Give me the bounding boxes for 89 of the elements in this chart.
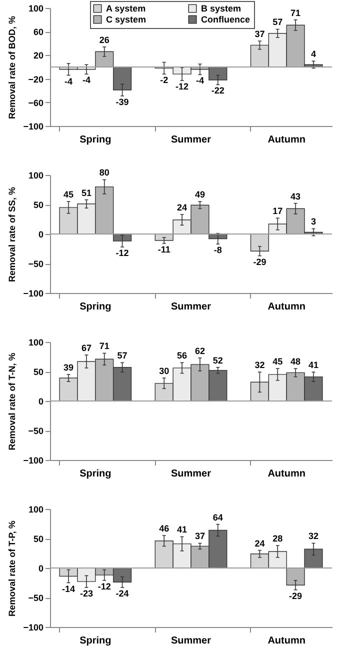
data-label: 28: [272, 534, 283, 544]
data-label: -14: [62, 584, 76, 594]
x-tick-label: Autumn: [268, 468, 306, 480]
y-tick-label: 100: [28, 504, 44, 514]
x-tick-label: Spring: [80, 134, 112, 146]
x-tick-label: Spring: [80, 636, 112, 646]
y-tick-label: 100: [28, 170, 44, 180]
y-tick-label: −100: [23, 288, 44, 298]
data-label: 37: [254, 29, 265, 40]
data-label: 57: [272, 17, 283, 28]
data-label: 46: [159, 524, 170, 534]
data-label: 49: [194, 190, 205, 200]
data-label: 32: [254, 360, 265, 370]
x-tick-label: Spring: [80, 468, 112, 480]
data-label: 64: [212, 512, 223, 522]
data-label: -11: [158, 244, 170, 254]
data-label: 4: [310, 49, 316, 60]
data-label: 80: [99, 168, 110, 178]
data-label: 45: [272, 356, 283, 367]
x-tick-label: Summer: [170, 134, 212, 146]
y-tick-label: −100: [23, 456, 44, 466]
data-label: -8: [214, 245, 222, 256]
legend-label: C system: [106, 14, 146, 24]
x-tick-label: Autumn: [268, 636, 306, 646]
data-label: 71: [290, 8, 301, 18]
y-axis-title: Removal rate of T-N, %: [7, 352, 18, 450]
y-axis-title: Removal rate of T-P, %: [7, 520, 18, 616]
y-tick-label: 100: [28, 4, 44, 14]
x-tick-label: Autumn: [268, 302, 306, 312]
data-label: 51: [81, 188, 92, 198]
y-tick-label: 50: [33, 367, 44, 377]
data-label: -24: [116, 588, 129, 598]
y-tick-label: −50: [28, 593, 44, 603]
legend-label: B system: [201, 4, 242, 14]
data-label: -12: [98, 581, 111, 592]
y-tick-label: 0: [38, 230, 44, 240]
data-label: 67: [81, 342, 92, 353]
data-label: -29: [289, 590, 302, 601]
data-label: -23: [80, 588, 93, 598]
data-label: 52: [212, 355, 223, 366]
data-label: 26: [99, 34, 110, 45]
data-label: 32: [308, 531, 318, 542]
y-axis-title: Removal rate of BOD, %: [7, 16, 18, 120]
data-label: 71: [99, 341, 110, 352]
y-tick-label: 60: [33, 27, 44, 38]
x-tick-label: Summer: [170, 302, 212, 312]
legend-label: Confluence: [201, 14, 250, 24]
y-tick-label: −100: [23, 622, 44, 632]
x-tick-label: Summer: [170, 636, 212, 646]
data-label: -22: [211, 86, 224, 96]
data-label: -29: [253, 256, 266, 267]
data-label: 43: [290, 191, 301, 202]
data-label: 24: [177, 202, 188, 213]
x-tick-label: Spring: [80, 302, 112, 312]
y-tick-label: −100: [23, 122, 44, 132]
data-label: -39: [116, 96, 129, 107]
y-tick-label: −50: [28, 259, 44, 269]
data-label: 48: [290, 356, 301, 367]
data-label: -4: [82, 75, 90, 86]
data-label: 3: [310, 216, 316, 227]
y-tick-label: −60: [28, 98, 44, 108]
x-tick-label: Autumn: [268, 134, 306, 146]
y-tick-label: 50: [33, 200, 44, 210]
data-label: -2: [160, 75, 168, 86]
x-tick-label: Summer: [170, 468, 212, 480]
y-tick-label: 20: [33, 50, 44, 61]
data-label: -4: [196, 76, 204, 86]
y-tick-label: 50: [33, 534, 44, 544]
data-label: 56: [177, 350, 188, 361]
y-tick-label: −50: [28, 426, 44, 436]
data-label: 41: [308, 360, 318, 370]
data-label: -4: [64, 76, 73, 86]
y-tick-label: 100: [28, 338, 44, 348]
y-axis-title: Removal rate of SS, %: [7, 186, 18, 282]
data-label: 39: [64, 362, 74, 372]
data-label: 30: [159, 366, 170, 376]
data-label: 45: [64, 190, 74, 200]
data-label: -12: [116, 248, 129, 258]
data-label: 41: [177, 524, 188, 535]
legend-label: A system: [106, 4, 146, 14]
data-label: -12: [176, 82, 189, 92]
data-label: 24: [254, 538, 265, 548]
y-tick-label: 0: [38, 396, 44, 406]
data-label: 57: [117, 350, 128, 361]
data-label: 62: [194, 346, 205, 356]
data-label: 17: [272, 206, 283, 216]
y-tick-label: −20: [28, 74, 44, 84]
y-tick-label: 0: [38, 564, 44, 574]
data-label: 37: [194, 531, 205, 542]
